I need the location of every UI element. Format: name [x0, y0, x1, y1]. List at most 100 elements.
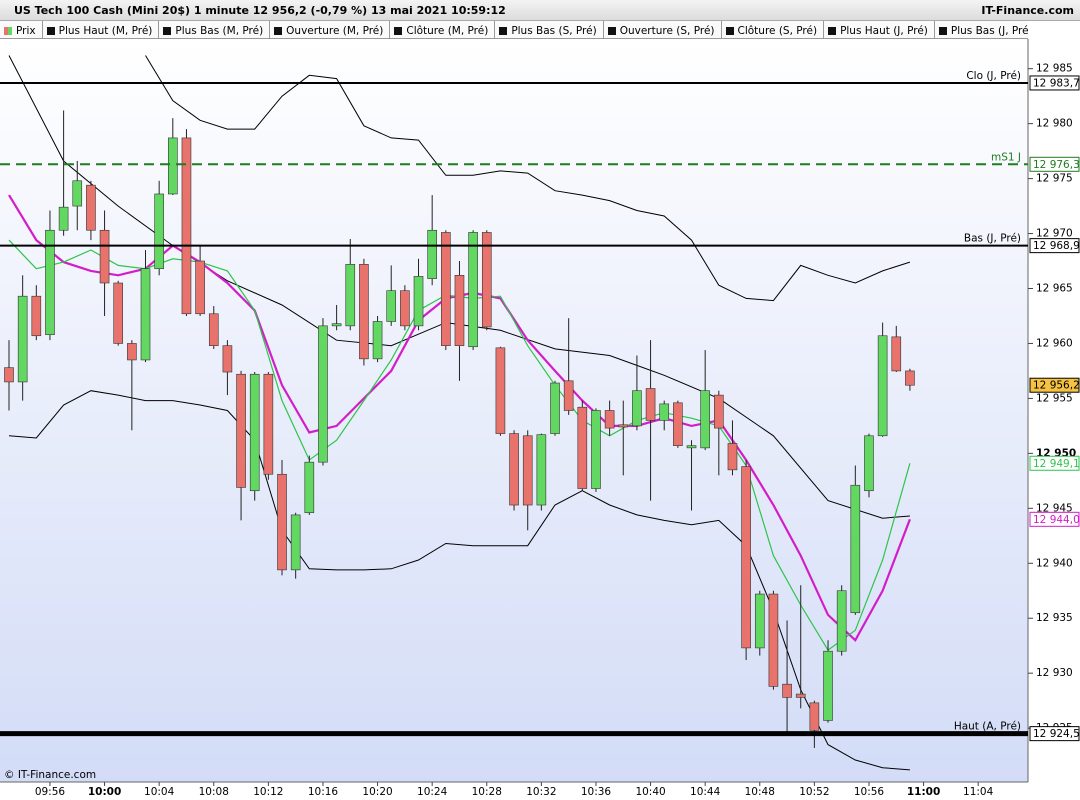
candle-body: [809, 702, 820, 731]
candle-body: [768, 593, 779, 687]
x-tick-label: 11:04: [963, 786, 994, 798]
legend-label: Plus Haut (J, Pré): [840, 24, 928, 37]
candle-body: [509, 433, 519, 506]
candle-body: [454, 275, 465, 346]
line-end-value-box: [1029, 455, 1080, 471]
candle-body: [727, 443, 738, 471]
x-tick-label: 10:28: [472, 786, 502, 798]
y-tick-label: 12 945: [1036, 502, 1073, 514]
candle-body: [400, 290, 410, 327]
candle-body: [386, 290, 397, 322]
legend-item[interactable]: Ouverture (S, Pré): [604, 21, 722, 38]
candle-body: [741, 466, 751, 649]
candle-body: [604, 410, 615, 429]
candle-body: [659, 403, 670, 421]
candle-body: [632, 390, 642, 427]
level-value-box: [1029, 726, 1080, 742]
candle-body: [99, 229, 110, 284]
candle-body: [45, 229, 55, 335]
x-tick-label: 10:44: [690, 786, 721, 798]
candle-body: [236, 373, 246, 488]
legend-label: Ouverture (S, Pré): [619, 24, 715, 37]
y-tick-label: 12 985: [1036, 63, 1073, 75]
level-value: 12 983,7: [1033, 77, 1080, 89]
candle-body: [754, 593, 765, 649]
legend-icon: [394, 26, 403, 35]
candle-body: [4, 367, 14, 383]
legend-icon: [163, 26, 172, 35]
candle-body: [154, 193, 164, 270]
candle-body: [481, 232, 492, 328]
candle-body: [263, 373, 274, 475]
candle-body: [836, 590, 847, 652]
candle-body: [645, 388, 656, 421]
x-tick-label: 10:12: [253, 786, 283, 798]
legend-icon: [499, 26, 508, 35]
level-label: Bas (J, Pré): [964, 233, 1021, 245]
candle-body: [563, 380, 574, 411]
legend-item[interactable]: Prix: [0, 21, 43, 38]
y-tick-label: 12 975: [1036, 173, 1073, 185]
candle-body: [673, 402, 683, 446]
candle-body: [700, 390, 710, 449]
legend-item[interactable]: Plus Haut (M, Pré): [43, 21, 160, 38]
source: IT-Finance.com: [981, 4, 1074, 17]
legend-item[interactable]: Plus Bas (J, Pré): [935, 21, 1028, 38]
level-value: 12 968,9: [1033, 240, 1080, 252]
legend-label: Plus Haut (M, Pré): [58, 24, 153, 37]
title: US Tech 100 Cash (Mini 20$) 1 minute 12 …: [14, 4, 506, 17]
legend-icon: [938, 26, 947, 35]
candle-body: [877, 335, 888, 437]
x-tick-label: 10:56: [854, 786, 885, 798]
candle-body: [891, 336, 902, 372]
candle-body: [195, 260, 205, 315]
level-value-box: [1029, 156, 1080, 172]
candle-body: [127, 343, 137, 361]
y-tick-label: 12 965: [1036, 282, 1073, 294]
candle-body: [359, 264, 369, 360]
legend-icon: [828, 26, 837, 35]
legend-label: Clôture (S, Pré): [737, 24, 818, 37]
candle-body: [686, 445, 697, 449]
legend-item[interactable]: Plus Bas (S, Pré): [495, 21, 604, 38]
candle-body: [495, 347, 506, 434]
legend-label: Ouverture (M, Pré): [286, 24, 384, 37]
candle-body: [345, 264, 356, 327]
legend-icon: [274, 26, 283, 35]
y-tick-label: 12 940: [1036, 557, 1073, 569]
candle-body: [249, 373, 260, 492]
x-tick-label: 10:16: [308, 786, 339, 798]
last-price: 12 956,2: [1033, 380, 1080, 392]
y-tick-label: 12 980: [1036, 118, 1073, 130]
y-tick-label: 12 960: [1036, 337, 1073, 349]
legend-item[interactable]: Ouverture (M, Pré): [270, 21, 391, 38]
x-tick-label: 11:00: [907, 786, 940, 798]
legend-item[interactable]: Clôture (S, Pré): [722, 21, 825, 38]
legend-item[interactable]: Plus Bas (M, Pré): [159, 21, 271, 38]
y-tick-label: 12 970: [1036, 228, 1073, 240]
candle-body: [208, 313, 219, 346]
candle-body: [782, 683, 792, 698]
legend-label: Plus Bas (J, Pré): [950, 24, 1028, 37]
legend-item[interactable]: Clôture (M, Pré): [390, 21, 496, 38]
candle-body: [222, 345, 233, 373]
candle-body: [58, 206, 69, 231]
candle-body: [522, 435, 533, 506]
legend-icon: [4, 26, 12, 35]
plot-area: [0, 39, 1028, 782]
candle-body: [468, 232, 478, 348]
candle-body: [331, 323, 342, 327]
x-tick-label: 10:24: [417, 786, 448, 798]
y-tick-label: 12 955: [1036, 392, 1073, 404]
level-label: Clo (J, Pré): [966, 70, 1021, 82]
candle-body: [17, 295, 28, 383]
candle-body: [168, 137, 178, 195]
candle-body: [290, 514, 301, 571]
candle-body: [536, 434, 547, 506]
x-tick-label: 10:00: [88, 786, 121, 798]
legend-icon: [725, 26, 734, 35]
candle-body: [577, 406, 588, 489]
candle-body: [304, 461, 315, 514]
legend-item[interactable]: Plus Haut (J, Pré): [824, 21, 935, 38]
